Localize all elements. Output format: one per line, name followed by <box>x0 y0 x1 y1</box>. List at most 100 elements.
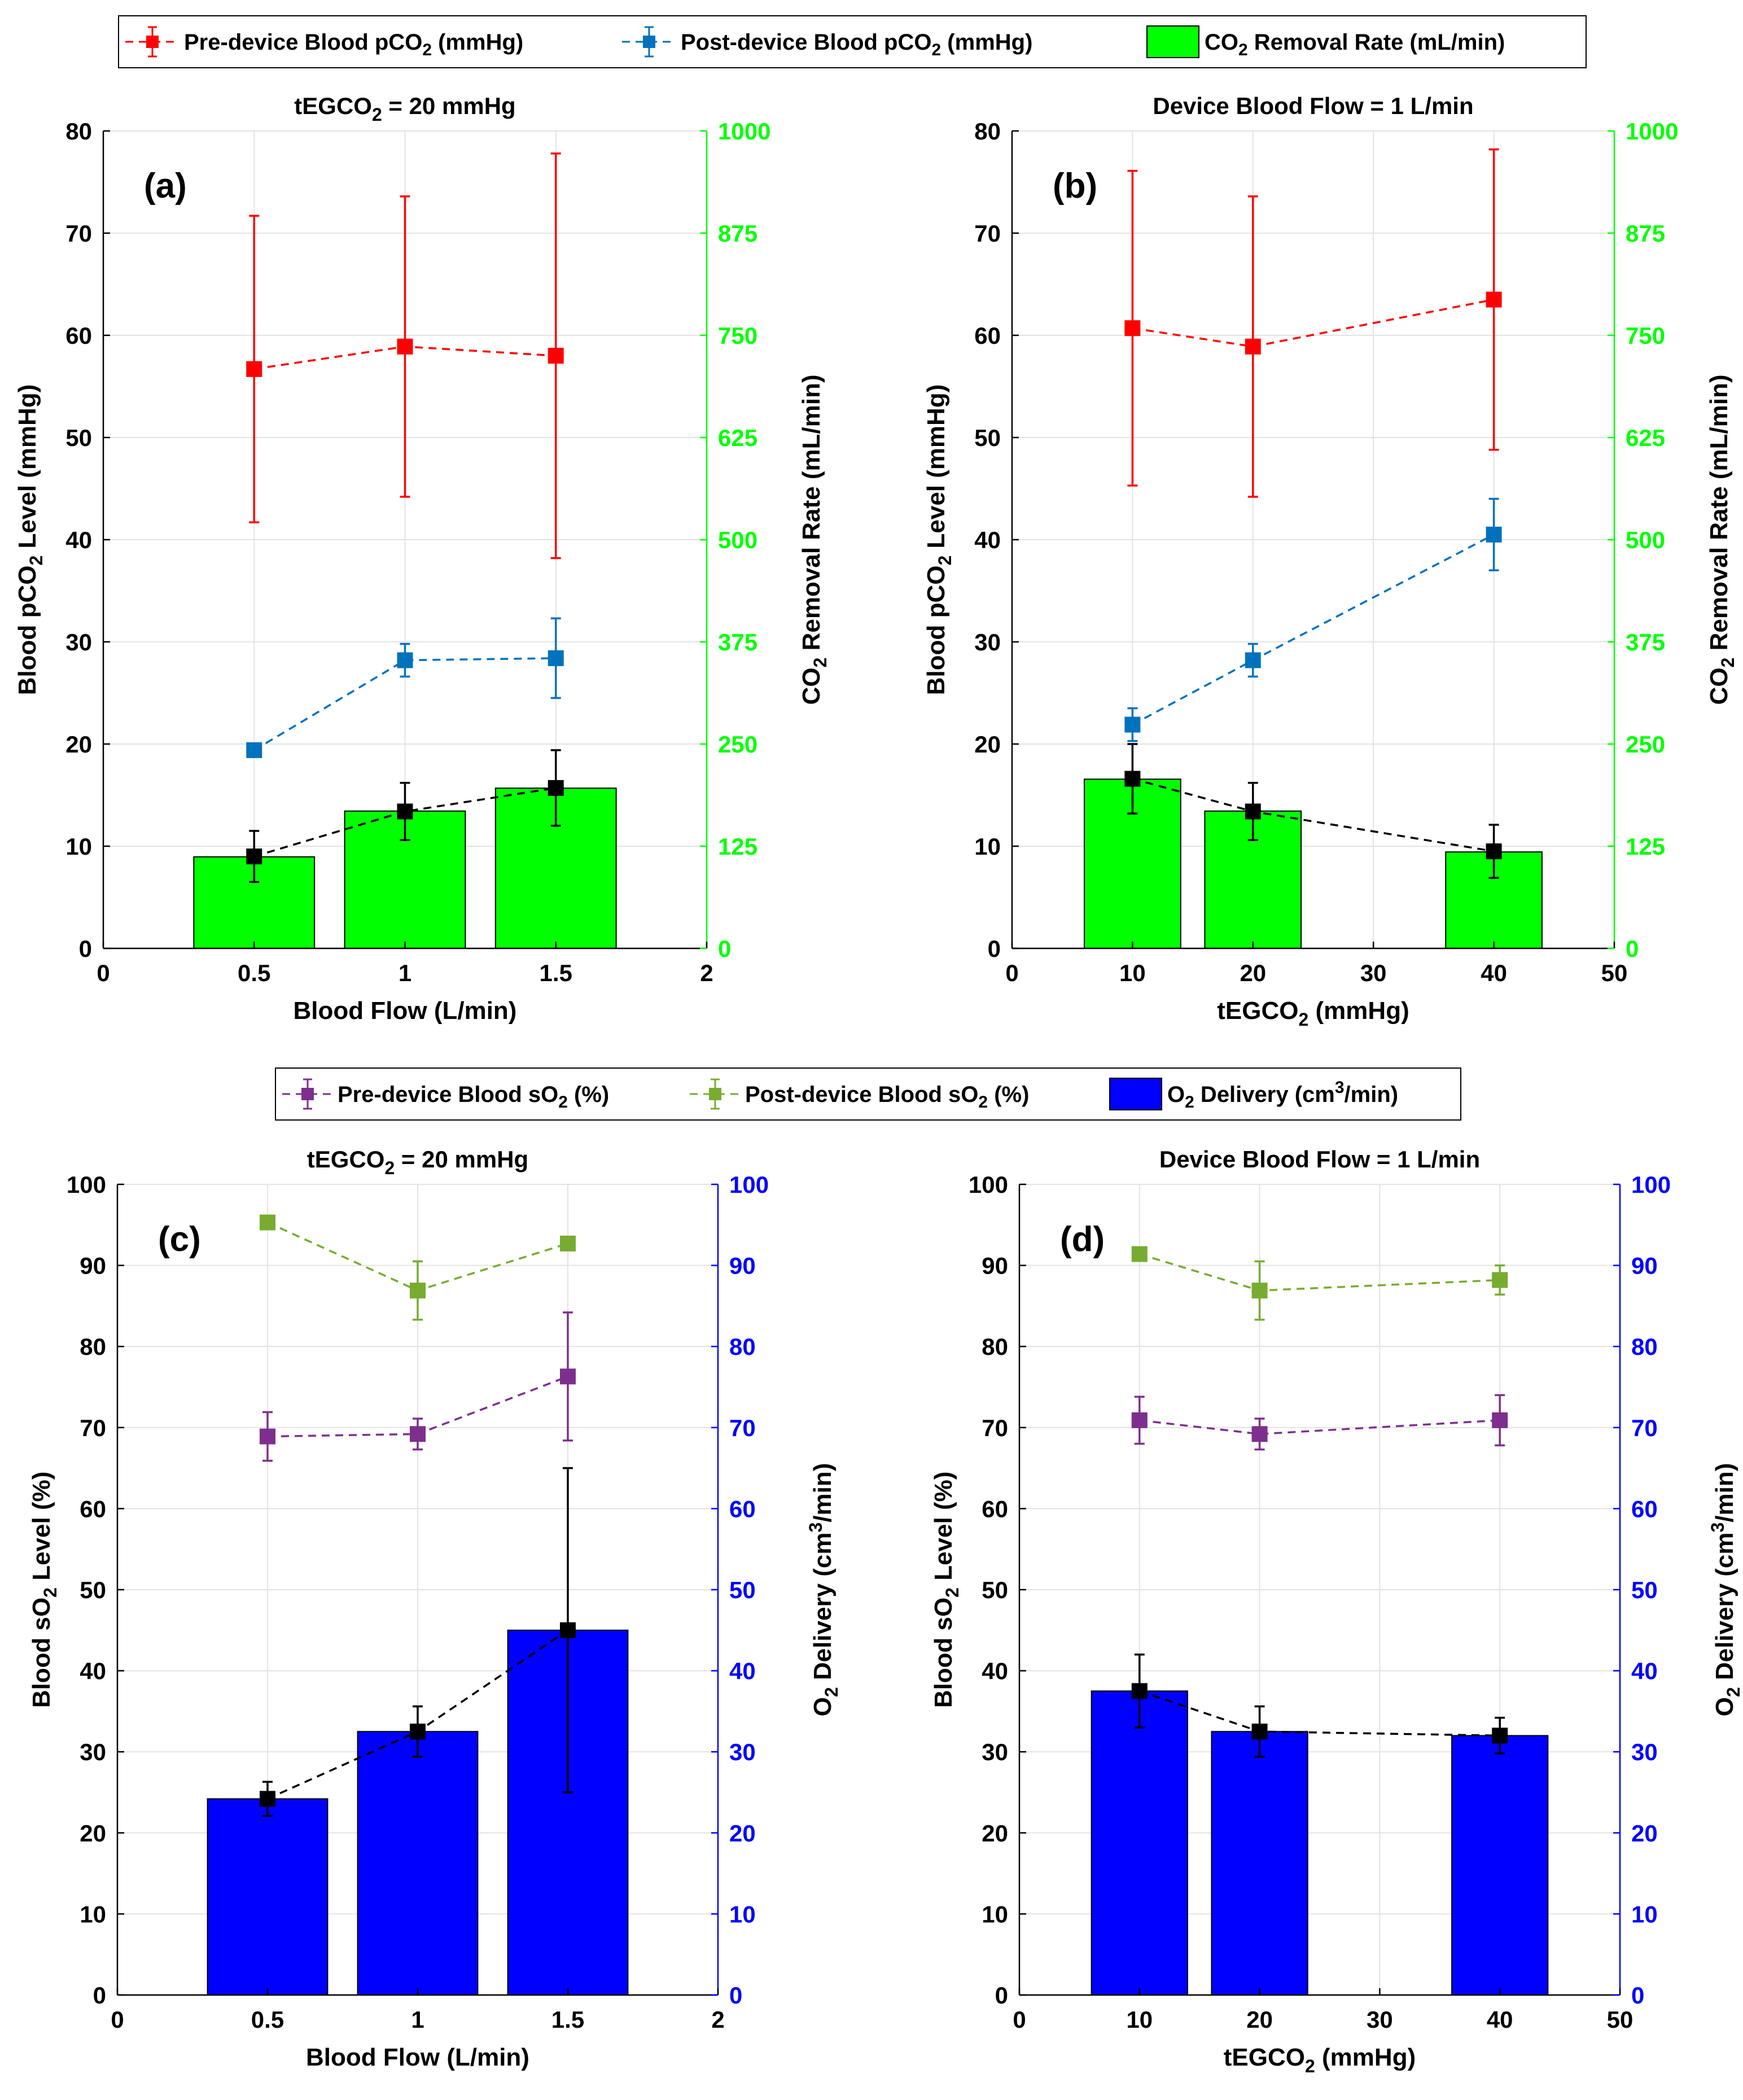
y2-tick-label: 750 <box>1626 322 1665 349</box>
series-post-c <box>260 1214 576 1321</box>
post-line <box>253 657 556 751</box>
post-marker <box>260 1214 275 1231</box>
panel-d: 0 10 20 30 40 5001020304050607080901000102030… <box>930 1146 1743 2076</box>
y-axis-label: Blood pCO2 Level (mmHg) <box>14 384 46 695</box>
y-tick-label: 50 <box>982 1577 1008 1603</box>
pre-marker <box>397 338 413 355</box>
panel-label: (c) <box>158 1220 201 1259</box>
x-tick-label: 50 <box>1607 2006 1633 2033</box>
legend-o2-delivery-label: O <box>1167 1082 1185 1107</box>
y-tick-label: 70 <box>80 1415 106 1441</box>
legend-post-so2-label: Post-device Blood sO <box>745 1082 978 1107</box>
y2-tick-label: 1000 <box>718 118 770 145</box>
y2-tick-label: 20 <box>729 1820 756 1847</box>
pre-marker <box>260 1428 275 1445</box>
y-tick-label: 0 <box>79 935 92 962</box>
x-tick-label: 0 <box>97 960 110 986</box>
post-marker <box>410 1283 426 1299</box>
post-marker <box>548 650 564 666</box>
y2-tick-label: 1000 <box>1626 118 1678 145</box>
y2-tick-label: 100 <box>729 1171 769 1198</box>
x-tick-label: 10 <box>1126 2006 1153 2033</box>
x-tick-label: 0.5 <box>238 960 270 986</box>
y-tick-label: 50 <box>65 425 92 451</box>
y-tick-label: 80 <box>982 1333 1008 1360</box>
x-tick-label: 1.5 <box>551 2006 584 2033</box>
y2-tick-label: 0 <box>718 935 731 962</box>
legend-bottom: Pre-device Blood sO2 (%) Post-device Blo… <box>275 1068 1461 1121</box>
y2-tick-label: 30 <box>729 1739 756 1765</box>
series-post-a <box>246 617 564 758</box>
series-pre-d <box>1131 1394 1508 1451</box>
y-tick-label: 40 <box>80 1658 106 1685</box>
legend-post-pco2-label: Post-device Blood pCO <box>681 30 932 55</box>
x-tick-label: 0 <box>1005 960 1018 986</box>
y2-tick-label: 80 <box>1631 1333 1658 1360</box>
y-tick-label: 80 <box>65 118 92 145</box>
y2-tick-label: 10 <box>729 1901 756 1927</box>
legend-swatch-o2-delivery <box>1109 1078 1162 1110</box>
pre-marker <box>548 348 564 364</box>
x-tick-label: 30 <box>1367 2006 1393 2033</box>
y2-tick-label: 375 <box>1626 629 1665 655</box>
y-tick-label: 40 <box>982 1658 1008 1685</box>
y2-tick-label: 10 <box>1631 1901 1658 1927</box>
y-tick-label: 70 <box>65 220 92 247</box>
y2-tick-label: 125 <box>718 833 757 860</box>
y-tick-label: 30 <box>65 629 92 655</box>
panel-b: 0 10 20 30 40 5001020304050607080012525037550… <box>922 93 1738 1030</box>
post-marker <box>1124 716 1141 733</box>
black-marker <box>397 803 413 820</box>
black-marker <box>548 780 564 796</box>
panel-label: (d) <box>1060 1220 1105 1259</box>
y-tick-label: 70 <box>982 1415 1008 1441</box>
y-tick-label: 50 <box>80 1577 106 1603</box>
y-tick-label: 30 <box>974 629 1001 655</box>
black-line <box>1139 1690 1500 1737</box>
bar-c-0 <box>207 1798 329 1996</box>
y2-tick-label: 250 <box>718 731 757 758</box>
black-marker <box>1131 1683 1148 1699</box>
y2-tick-label: 0 <box>1626 935 1639 962</box>
series-pre-b <box>1124 148 1502 498</box>
y2-tick-label: 50 <box>1631 1577 1658 1603</box>
pre-marker <box>560 1368 576 1385</box>
post-marker <box>1245 652 1261 668</box>
svg-text:Post-device Blood sO2 (%): Post-device Blood sO2 (%) <box>745 1082 1029 1112</box>
series-post-b <box>1124 497 1502 742</box>
y2-tick-label: 100 <box>1631 1171 1671 1198</box>
black-line <box>1132 777 1494 852</box>
pre-line <box>1132 298 1494 348</box>
y2-tick-label: 875 <box>1626 220 1665 247</box>
y-tick-label: 100 <box>969 1171 1008 1198</box>
y-tick-label: 80 <box>974 118 1001 145</box>
x-axis-label: Blood Flow (L/min) <box>306 2044 529 2071</box>
y-tick-label: 10 <box>80 1901 106 1927</box>
x-tick-label: 40 <box>1487 2006 1513 2033</box>
y-tick-label: 20 <box>80 1820 106 1847</box>
post-marker <box>246 742 262 758</box>
y-tick-label: 10 <box>982 1901 1008 1927</box>
pre-marker <box>1124 320 1141 336</box>
black-marker <box>1124 771 1141 787</box>
black-marker <box>410 1723 426 1740</box>
legend-marker-pre-so2 <box>301 1088 314 1100</box>
y-axis-label: Blood sO2 Level (%) <box>28 1472 60 1708</box>
pre-marker <box>1486 291 1502 308</box>
y-tick-label: 60 <box>80 1495 106 1522</box>
legend-swatch-co2-removal <box>1146 25 1199 58</box>
y2-tick-label: 0 <box>1631 1982 1644 2009</box>
pre-marker <box>1251 1426 1268 1442</box>
x-tick-label: 20 <box>1246 2006 1273 2033</box>
y2-axis-label: CO2 Removal Rate (mL/min) <box>1705 374 1738 705</box>
pre-marker <box>1245 338 1261 355</box>
y-axis-label: Blood sO2 Level (%) <box>930 1472 962 1708</box>
black-marker <box>1486 843 1502 860</box>
panel-title: tEGCO2 = 20 mmHg <box>294 93 515 125</box>
y2-tick-label: 80 <box>729 1333 756 1360</box>
post-marker <box>560 1235 576 1252</box>
y-tick-label: 60 <box>65 322 92 349</box>
series-pre-c <box>260 1311 576 1462</box>
y2-tick-label: 40 <box>1631 1658 1658 1685</box>
axes-c: 0 0.5 1 1.5 20102030405060708090100010203040… <box>67 1171 769 2033</box>
